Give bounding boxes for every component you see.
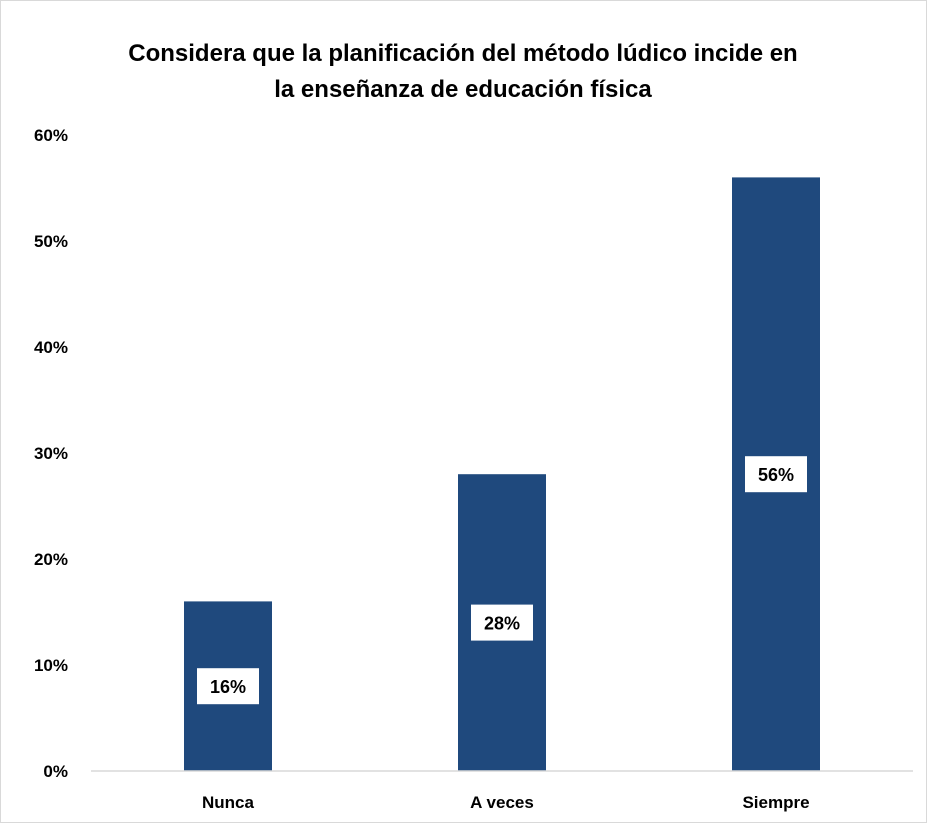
chart-title-line-1: Considera que la planificación del métod… — [128, 40, 797, 67]
x-axis: Nunca A veces Siempre — [202, 793, 810, 812]
y-tick-label: 40% — [34, 338, 68, 357]
data-label: 56% — [758, 465, 794, 485]
y-axis: 0% 10% 20% 30% 40% 50% 60% — [34, 126, 68, 781]
y-tick-label: 0% — [43, 762, 68, 781]
y-tick-label: 60% — [34, 126, 68, 145]
data-label: 16% — [210, 677, 246, 697]
data-labels: 16% 28% 56% — [197, 456, 807, 705]
data-label-box — [745, 456, 807, 493]
data-label: 28% — [484, 614, 520, 634]
data-label-box — [471, 604, 533, 641]
x-tick-label: Nunca — [202, 793, 255, 812]
bars — [184, 177, 820, 771]
chart-title-line-2: la enseñanza de educación física — [274, 76, 652, 103]
chart-title: Considera que la planificación del métod… — [128, 40, 797, 103]
y-tick-label: 20% — [34, 550, 68, 569]
y-tick-label: 30% — [34, 444, 68, 463]
x-tick-label: Siempre — [742, 793, 809, 812]
data-label-box — [197, 668, 259, 705]
x-tick-label: A veces — [470, 793, 534, 812]
y-tick-label: 10% — [34, 656, 68, 675]
y-tick-label: 50% — [34, 232, 68, 251]
